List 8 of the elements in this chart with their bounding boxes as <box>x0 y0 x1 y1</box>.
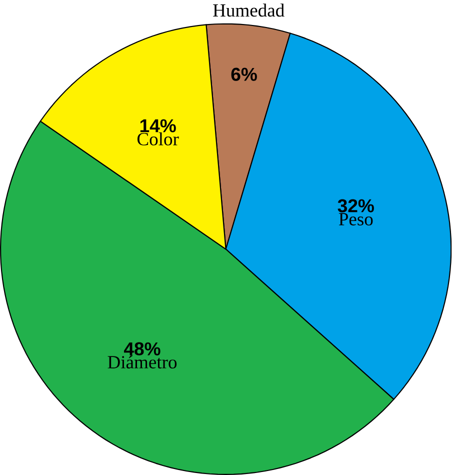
slice-label: Peso <box>339 213 373 226</box>
data-label: 14% <box>140 119 176 132</box>
slice-label: Diámetro <box>108 355 177 368</box>
slice-label: Color <box>138 132 179 146</box>
data-label: 32% <box>338 199 374 212</box>
data-label: 6% <box>231 68 258 81</box>
slice-label: Humedad <box>213 4 285 17</box>
data-label: 48% <box>124 342 160 356</box>
